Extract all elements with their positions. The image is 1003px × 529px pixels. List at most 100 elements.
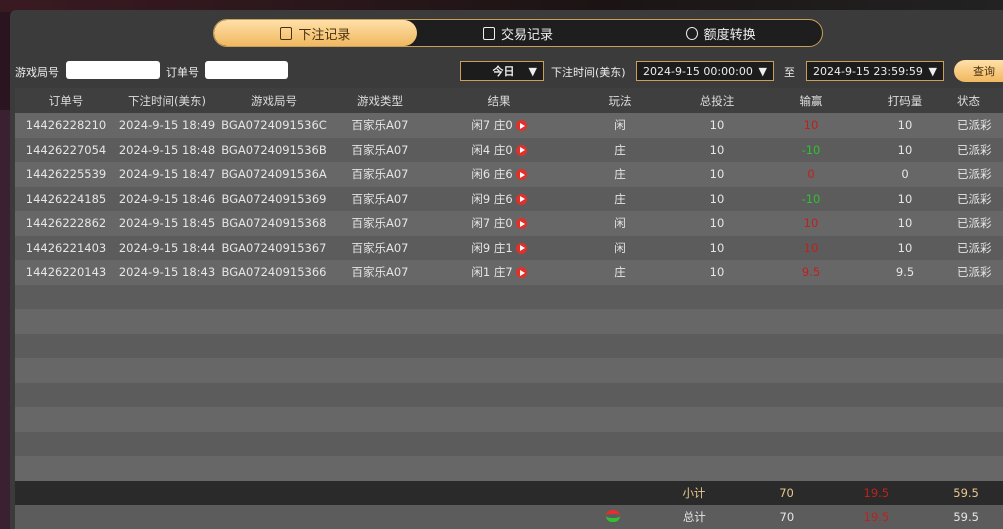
table-cell: 百家乐A07 xyxy=(331,142,429,158)
table-cell: 0 xyxy=(763,167,859,181)
play-replay-icon[interactable] xyxy=(515,242,527,254)
table-cell: 14426225539 xyxy=(15,167,117,181)
cell-7: -10 xyxy=(801,142,821,157)
total-turnover: 59.5 xyxy=(953,510,979,524)
table-cell: BGA0724091536B xyxy=(217,143,331,157)
cell-6: 10 xyxy=(709,216,725,231)
cell-9: 已派彩 xyxy=(957,216,992,231)
table-cell: 14426220143 xyxy=(15,265,117,279)
play-replay-icon[interactable] xyxy=(515,267,527,279)
subtotal-bet: 70 xyxy=(779,486,794,500)
table-cell: 已派彩 xyxy=(951,142,1003,158)
subtotal-turnover: 59.5 xyxy=(953,486,979,500)
cell-3: 百家乐A07 xyxy=(351,216,409,231)
start-time-select[interactable]: 2024-9-15 00:00:00 ▼ xyxy=(636,61,774,81)
table-cell: 闲1 庄7 xyxy=(429,264,569,280)
table-cell: 闲7 庄0 xyxy=(429,215,569,231)
table-cell: 10 xyxy=(671,241,763,255)
empty-row xyxy=(15,333,1003,358)
query-button[interactable]: 查询 xyxy=(954,60,1003,82)
cell-8: 10 xyxy=(897,240,913,255)
end-time-select[interactable]: 2024-9-15 23:59:59 ▼ xyxy=(806,61,944,81)
table-cell: 14426221403 xyxy=(15,241,117,255)
table-cell: 14426224185 xyxy=(15,192,117,206)
table-cell: 闲4 庄0 xyxy=(429,142,569,158)
table-cell: 已派彩 xyxy=(951,240,1003,256)
tab-transaction-records[interactable]: 交易记录 xyxy=(417,20,620,46)
cell-0: 14426227054 xyxy=(25,142,107,157)
period-value: 今日 xyxy=(492,65,515,78)
empty-row xyxy=(15,407,1003,432)
table-cell: BGA0724091536A xyxy=(217,167,331,181)
cell-4: 闲9 庄6 xyxy=(471,191,513,206)
game-round-input[interactable] xyxy=(66,61,160,79)
cell-6: 10 xyxy=(709,191,725,206)
cell-4: 闲4 庄0 xyxy=(471,142,513,157)
table-cell: 闲6 庄6 xyxy=(429,166,569,182)
filter-bar: 游戏局号 订单号 今日 ▼ 下注时间(美东) 2024-9-15 00:00:00… xyxy=(10,58,1003,84)
cell-3: 百家乐A07 xyxy=(351,118,409,133)
play-replay-icon[interactable] xyxy=(515,169,527,181)
play-replay-icon[interactable] xyxy=(515,218,527,230)
table-cell: 庄 xyxy=(569,191,671,207)
time-label: 下注时间(美东) xyxy=(551,66,626,79)
period-select[interactable]: 今日 ▼ xyxy=(460,61,544,81)
total-label: 总计 xyxy=(682,510,706,524)
table-cell: 10 xyxy=(671,216,763,230)
cell-0: 14426220143 xyxy=(25,265,107,280)
empty-row xyxy=(15,309,1003,334)
cell-4: 闲7 庄0 xyxy=(471,118,513,133)
cell-8: 0 xyxy=(901,167,909,182)
cell-6: 10 xyxy=(709,265,725,280)
refresh-icon[interactable] xyxy=(605,509,620,522)
table-cell: 10 xyxy=(671,167,763,181)
column-header: 游戏局号 xyxy=(251,93,297,108)
to-label: 至 xyxy=(784,66,795,79)
calendar-icon xyxy=(280,26,293,40)
cell-1: 2024-9-15 18:45 xyxy=(118,216,216,231)
column-header: 下注时间(美东) xyxy=(128,93,206,108)
tab-bet-records[interactable]: 下注记录 xyxy=(214,20,417,46)
total-win: 19.5 xyxy=(863,510,890,524)
cell-5: 庄 xyxy=(614,142,626,157)
cell-0: 14426221403 xyxy=(25,240,107,255)
cell-1: 2024-9-15 18:44 xyxy=(118,240,216,255)
table-cell: 闲9 庄6 xyxy=(429,191,569,207)
play-replay-icon[interactable] xyxy=(515,144,527,156)
cell-9: 已派彩 xyxy=(957,142,992,157)
order-input[interactable] xyxy=(205,61,288,79)
table-cell: BGA07240915367 xyxy=(217,241,331,255)
cell-4: 闲9 庄1 xyxy=(471,240,513,255)
table-cell: -10 xyxy=(763,143,859,157)
cell-9: 已派彩 xyxy=(957,118,992,133)
table-cell: 9.5 xyxy=(763,265,859,279)
table-cell: 庄 xyxy=(569,166,671,182)
cell-1: 2024-9-15 18:48 xyxy=(118,142,216,157)
tab-credit-transfer[interactable]: 额度转换 xyxy=(619,20,822,46)
table-cell: 10 xyxy=(763,216,859,230)
table-cell: 闲 xyxy=(569,117,671,133)
table-row: 14426227054 2024-9-15 18:48 BGA0724091536B… xyxy=(15,137,1003,162)
cell-5: 闲 xyxy=(614,118,626,133)
table-cell: 10 xyxy=(859,143,951,157)
cell-3: 百家乐A07 xyxy=(351,142,409,157)
table-cell: 闲 xyxy=(569,240,671,256)
cell-9: 已派彩 xyxy=(957,240,992,255)
play-replay-icon[interactable] xyxy=(515,120,527,132)
table-cell: 0 xyxy=(859,167,951,181)
cell-5: 庄 xyxy=(614,167,626,182)
cell-3: 百家乐A07 xyxy=(351,265,409,280)
play-replay-icon[interactable] xyxy=(515,193,527,205)
cell-7: -10 xyxy=(801,191,821,206)
table-cell: 已派彩 xyxy=(951,117,1003,133)
cell-9: 已派彩 xyxy=(957,191,992,206)
table-cell: -10 xyxy=(763,192,859,206)
table-header: 订单号 下注时间(美东) 游戏局号 游戏类型 结果 玩法 总投注 输赢 打码量 状态 xyxy=(15,88,1003,113)
cell-8: 10 xyxy=(897,118,913,133)
table-cell: 已派彩 xyxy=(951,166,1003,182)
cell-6: 10 xyxy=(709,167,725,182)
empty-row xyxy=(15,284,1003,309)
cell-0: 14426222862 xyxy=(25,216,107,231)
table-cell: 闲9 庄1 xyxy=(429,240,569,256)
empty-row xyxy=(15,358,1003,383)
